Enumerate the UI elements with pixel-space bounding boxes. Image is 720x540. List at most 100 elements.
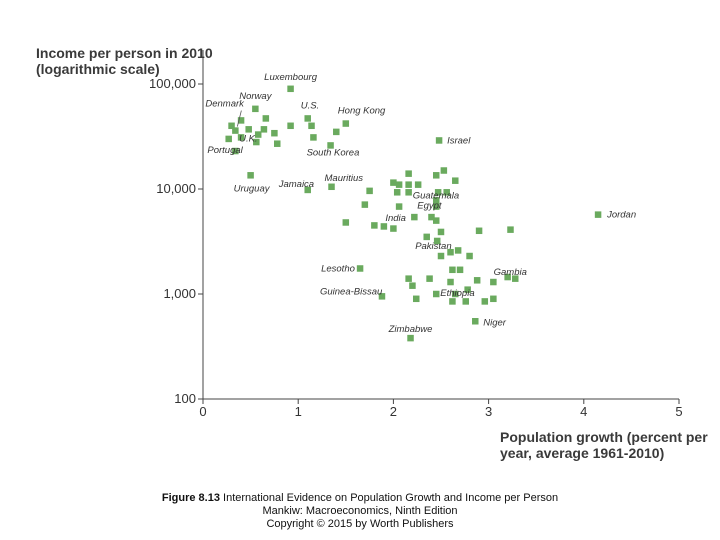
data-point xyxy=(378,293,386,300)
data-point xyxy=(405,189,412,196)
data-point xyxy=(262,115,270,122)
y-axis-title: Income per person in 2010 (logarithmic s… xyxy=(36,45,213,77)
y-axis-title-line1: Income per person in 2010 xyxy=(36,45,213,61)
data-point xyxy=(449,298,456,305)
data-point xyxy=(252,105,259,113)
data-point xyxy=(432,203,440,210)
data-point xyxy=(433,237,441,245)
x-tick-label: 1 xyxy=(295,404,302,419)
data-point xyxy=(253,138,260,146)
data-point xyxy=(228,122,235,130)
data-point xyxy=(472,318,479,325)
data-point xyxy=(435,137,443,144)
data-point xyxy=(414,181,422,188)
denmark-pointer-line xyxy=(236,110,242,127)
data-point xyxy=(225,135,232,143)
data-point xyxy=(432,217,440,224)
data-point xyxy=(512,275,519,282)
data-point xyxy=(342,120,350,127)
data-point xyxy=(274,140,281,147)
data-point xyxy=(271,129,278,137)
y-axis-title-line2: (logarithmic scale) xyxy=(36,61,160,77)
country-label: Egypt xyxy=(417,200,442,211)
data-point xyxy=(304,115,311,122)
data-point xyxy=(507,226,514,233)
data-point xyxy=(380,223,388,230)
data-point xyxy=(466,252,473,260)
data-point xyxy=(395,181,403,188)
data-point xyxy=(437,228,445,236)
x-tick-label: 2 xyxy=(390,404,397,419)
country-label: Zimbabwe xyxy=(388,324,433,335)
y-tick-label: 1,000 xyxy=(163,286,196,301)
data-point xyxy=(328,183,335,191)
data-point xyxy=(443,189,450,196)
y-tick-label: 10,000 xyxy=(156,181,196,196)
country-label: Norway xyxy=(239,91,272,102)
data-point xyxy=(356,265,364,272)
country-label: Lesotho xyxy=(321,263,355,274)
country-label: Uruguay xyxy=(234,183,271,194)
data-point xyxy=(462,298,470,305)
data-point xyxy=(327,142,334,149)
data-point xyxy=(452,290,459,298)
scatter-chart: 0 1 2 3 4 5 100 1,000 10,000 100,000 Luxembourg No… xyxy=(149,50,683,419)
country-label: Hong Kong xyxy=(338,106,386,117)
data-point xyxy=(395,203,403,210)
country-label: Niger xyxy=(483,317,507,328)
chart-axes xyxy=(202,50,679,400)
country-label: Denmark xyxy=(205,99,245,110)
data-point xyxy=(304,186,311,194)
country-label: U.S. xyxy=(301,100,319,111)
data-point xyxy=(428,213,435,221)
data-point xyxy=(333,128,340,136)
figure-caption: Figure 8.13 International Evidence on Po… xyxy=(0,492,720,531)
data-point xyxy=(308,122,315,130)
data-point xyxy=(237,117,245,124)
data-point xyxy=(504,273,511,281)
data-point xyxy=(342,219,350,226)
data-point xyxy=(390,225,397,232)
data-point xyxy=(432,290,440,298)
data-point xyxy=(432,197,440,204)
x-tick-label: 3 xyxy=(485,404,492,419)
data-point xyxy=(393,189,401,196)
data-point xyxy=(475,227,483,235)
caption-line1: Figure 8.13 International Evidence on Po… xyxy=(0,492,720,505)
data-point xyxy=(232,127,239,134)
data-point xyxy=(411,213,418,221)
data-point xyxy=(405,275,412,282)
data-point xyxy=(452,177,459,184)
caption-line3: Copyright © 2015 by Worth Publishers xyxy=(266,518,454,530)
data-point xyxy=(447,248,454,256)
data-point xyxy=(437,252,445,260)
axis-ticks: 0 1 2 3 4 5 100 1,000 10,000 100,000 xyxy=(149,76,683,419)
data-point xyxy=(440,167,448,174)
x-axis-title: Population growth (percent per year, ave… xyxy=(500,429,708,461)
country-label: Pakistan xyxy=(415,241,451,252)
country-label: Portugal xyxy=(207,145,243,156)
data-point xyxy=(464,286,471,293)
data-point xyxy=(481,298,489,305)
data-point xyxy=(287,85,294,93)
data-point xyxy=(232,147,239,155)
data-point xyxy=(405,181,412,188)
data-point xyxy=(254,131,262,138)
data-point xyxy=(247,172,254,179)
data-point xyxy=(473,277,481,284)
y-tick-label: 100 xyxy=(174,391,196,406)
data-point xyxy=(456,266,464,274)
country-label: India xyxy=(385,213,406,224)
country-label: U.K. xyxy=(239,133,257,144)
data-point xyxy=(407,334,414,342)
country-label: Mauritius xyxy=(325,173,364,184)
x-tick-label: 4 xyxy=(580,404,587,419)
y-tick-label: 100,000 xyxy=(149,76,196,91)
data-point xyxy=(490,278,497,286)
figure-label: Figure 8.13 xyxy=(161,492,220,504)
data-point xyxy=(454,247,462,254)
data-point xyxy=(490,295,497,303)
data-point xyxy=(412,295,420,303)
data-point xyxy=(447,278,454,286)
data-point xyxy=(449,266,456,274)
